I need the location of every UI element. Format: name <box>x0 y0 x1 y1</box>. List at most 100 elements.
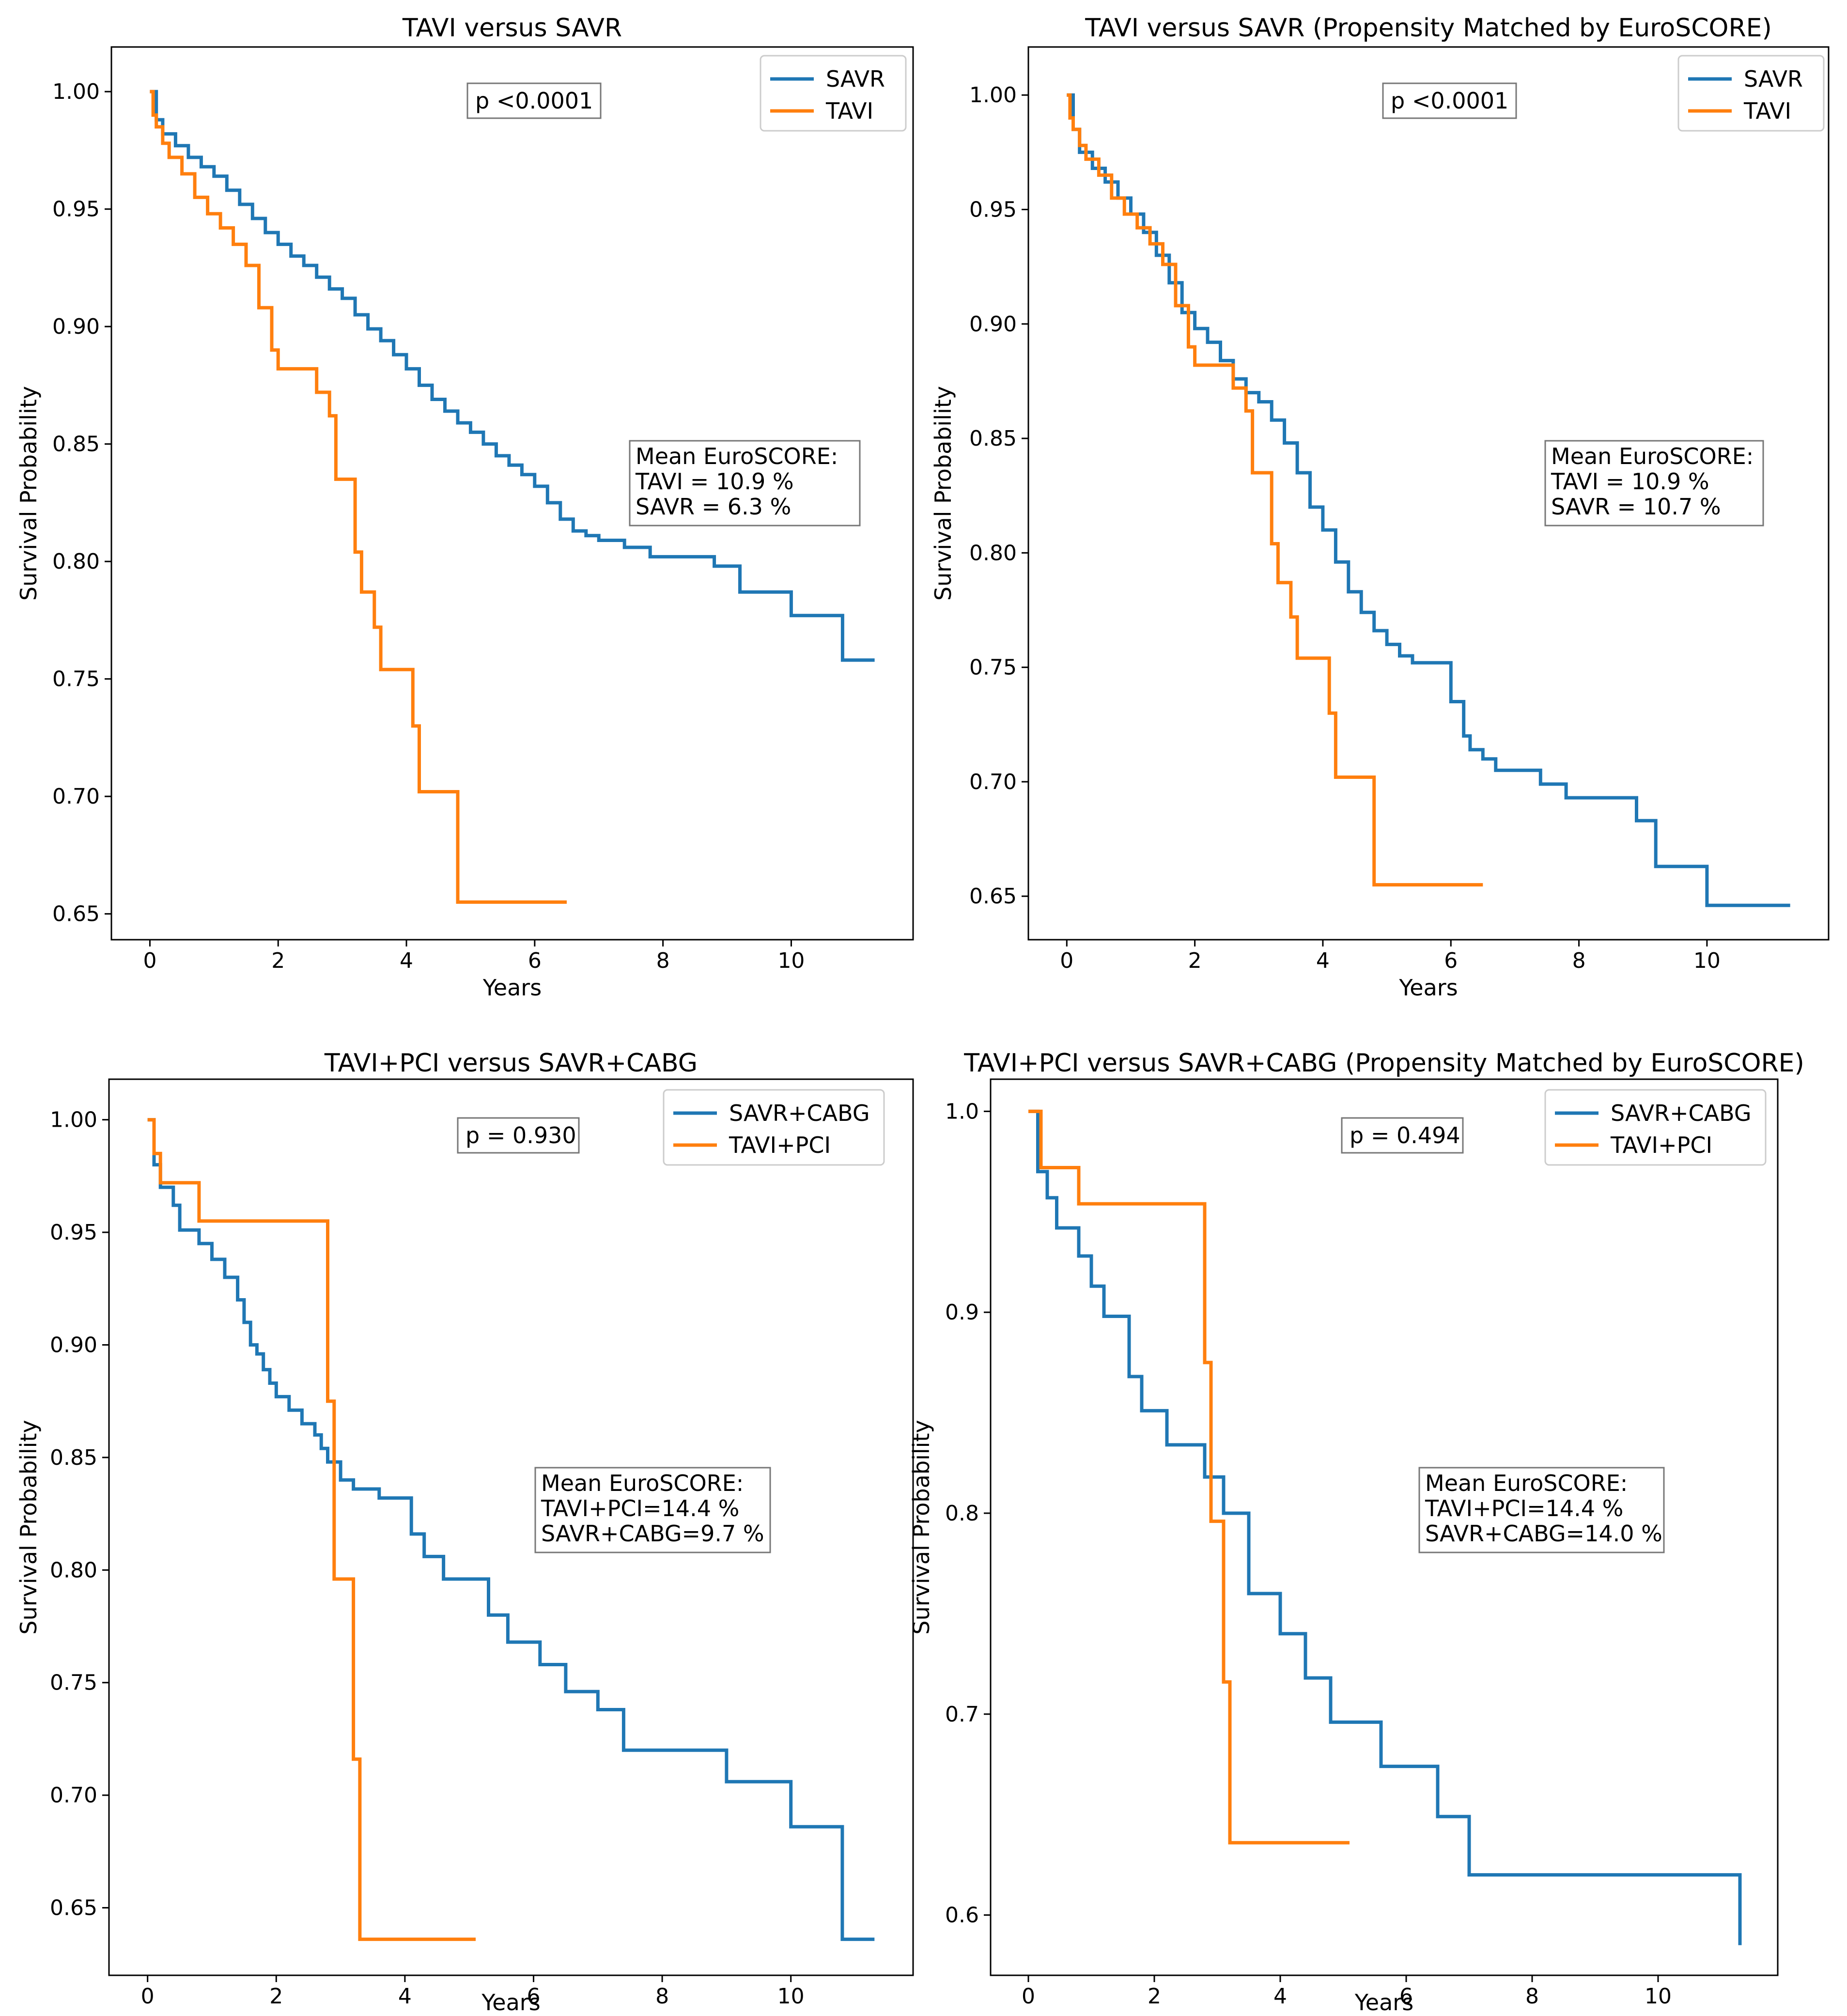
series-line-savr <box>150 90 875 662</box>
euroscore-text: SAVR = 6.3 % <box>636 494 791 520</box>
y-axis-label: Survival Probability <box>908 1420 934 1634</box>
euroscore-text: Mean EuroSCORE: <box>1425 1470 1628 1496</box>
y-tick-label: 0.80 <box>969 541 1017 565</box>
legend-label: SAVR+CABG <box>729 1100 870 1126</box>
p-value-text: p = 0.930 <box>466 1122 576 1148</box>
x-tick-label: 6 <box>1444 948 1458 973</box>
x-tick-label: 6 <box>1399 1984 1413 2009</box>
y-tick-label: 0.95 <box>969 198 1017 222</box>
p-value-box <box>1341 1117 1464 1154</box>
x-axis-label: Years <box>1398 975 1458 1001</box>
x-tick-label: 6 <box>527 1984 540 2009</box>
plot-frame <box>990 1078 1779 1976</box>
euroscore-text: SAVR+CABG=14.0 % <box>1425 1520 1662 1547</box>
y-tick-label: 0.70 <box>50 1783 97 1808</box>
y-tick-label: 0.85 <box>50 1445 97 1470</box>
chart-title: TAVI+PCI versus SAVR+CABG <box>324 1049 698 1078</box>
x-tick-label: 8 <box>1525 1984 1539 2009</box>
plot-frame <box>1027 46 1830 941</box>
legend-label: SAVR <box>826 66 885 92</box>
euroscore-box <box>534 1467 771 1553</box>
series-line-tavi <box>150 90 567 904</box>
y-tick-label: 0.70 <box>52 784 100 809</box>
series-line-savr-cabg <box>147 1118 875 1941</box>
euroscore-text: SAVR = 10.7 % <box>1551 494 1721 520</box>
series-line-savr <box>1067 93 1790 907</box>
legend-label: TAVI+PCI <box>729 1132 831 1158</box>
x-axis-label: Years <box>482 975 542 1001</box>
x-tick-label: 4 <box>398 1984 412 2009</box>
x-axis-label: Years <box>481 1989 540 2016</box>
panel-tavi-vs-savr-propensity: TAVI versus SAVR (Propensity Matched by … <box>930 14 1830 1001</box>
p-value-box <box>466 82 602 119</box>
legend-box <box>663 1089 885 1166</box>
series-line-tavi <box>1067 93 1483 887</box>
plot-frame <box>110 46 914 941</box>
euroscore-box <box>1418 1467 1665 1553</box>
euroscore-box <box>1544 440 1764 527</box>
x-tick-label: 0 <box>1022 1984 1035 2009</box>
legend-box <box>1544 1089 1767 1166</box>
y-tick-label: 0.6 <box>945 1903 979 1928</box>
y-axis-label: Survival Probability <box>16 386 42 601</box>
x-tick-label: 0 <box>141 1984 155 2009</box>
legend-label: SAVR <box>1744 66 1803 92</box>
y-tick-label: 0.8 <box>945 1501 979 1526</box>
euroscore-text: TAVI = 10.9 % <box>635 468 794 495</box>
y-tick-label: 0.80 <box>52 549 100 574</box>
x-axis-label: Years <box>1354 1989 1413 2016</box>
euroscore-text: Mean EuroSCORE: <box>541 1470 744 1496</box>
euroscore-text: TAVI = 10.9 % <box>1551 468 1709 495</box>
chart-title: TAVI+PCI versus SAVR+CABG (Propensity Ma… <box>963 1049 1804 1078</box>
x-tick-label: 4 <box>400 948 413 973</box>
x-tick-label: 8 <box>1572 948 1586 973</box>
y-tick-label: 0.7 <box>945 1702 979 1727</box>
y-tick-label: 1.0 <box>945 1099 979 1124</box>
euroscore-box <box>629 440 861 527</box>
x-tick-label: 10 <box>777 1984 805 2009</box>
p-value-text: p = 0.494 <box>1350 1122 1460 1148</box>
x-tick-label: 2 <box>1148 1984 1161 2009</box>
x-tick-label: 10 <box>1645 1984 1672 2009</box>
euroscore-text: SAVR+CABG=9.7 % <box>541 1520 764 1547</box>
euroscore-text: Mean EuroSCORE: <box>1551 443 1754 469</box>
y-tick-label: 1.00 <box>50 1108 97 1132</box>
y-tick-label: 1.00 <box>969 83 1017 108</box>
euroscore-text: Mean EuroSCORE: <box>636 443 838 469</box>
x-tick-label: 8 <box>655 1984 669 2009</box>
y-tick-label: 0.75 <box>969 655 1017 680</box>
y-tick-label: 0.85 <box>969 426 1017 451</box>
euroscore-text: TAVI+PCI=14.4 % <box>541 1495 739 1521</box>
y-tick-label: 0.65 <box>50 1896 97 1921</box>
y-tick-label: 0.90 <box>50 1333 97 1357</box>
y-tick-label: 0.65 <box>52 902 100 927</box>
y-tick-label: 0.75 <box>52 667 100 692</box>
legend-label: SAVR+CABG <box>1611 1100 1752 1126</box>
x-tick-label: 2 <box>1188 948 1202 973</box>
x-tick-label: 2 <box>269 1984 283 2009</box>
y-tick-label: 0.75 <box>50 1671 97 1695</box>
p-value-box <box>457 1117 580 1154</box>
p-value-text: p <0.0001 <box>475 88 593 114</box>
x-tick-label: 0 <box>1060 948 1073 973</box>
y-tick-label: 0.95 <box>50 1220 97 1245</box>
panel-tavipci-vs-savrcabg-propensity: TAVI+PCI versus SAVR+CABG (Propensity Ma… <box>908 1049 1804 2016</box>
x-tick-label: 10 <box>1693 948 1721 973</box>
p-value-text: p <0.0001 <box>1391 88 1508 114</box>
panel-tavipci-vs-savrcabg: TAVI+PCI versus SAVR+CABG 0 2 4 6 8 10 0.65 0.70… <box>16 1049 914 2016</box>
y-tick-label: 1.00 <box>52 79 100 104</box>
x-tick-label: 4 <box>1316 948 1330 973</box>
series-line-tavi-pci <box>1028 1109 1350 1845</box>
chart-title: TAVI versus SAVR <box>402 14 622 43</box>
p-value-box <box>1382 82 1517 119</box>
y-axis-label: Survival Probability <box>16 1420 42 1634</box>
legend-label: TAVI+PCI <box>1610 1132 1712 1158</box>
y-tick-label: 0.90 <box>969 312 1017 337</box>
x-tick-label: 10 <box>777 948 805 973</box>
y-tick-label: 0.80 <box>50 1558 97 1582</box>
y-tick-label: 0.70 <box>969 770 1017 794</box>
x-tick-label: 2 <box>271 948 285 973</box>
series-line-tavi-pci <box>147 1118 476 1941</box>
chart-title: TAVI versus SAVR (Propensity Matched by … <box>1085 14 1772 43</box>
